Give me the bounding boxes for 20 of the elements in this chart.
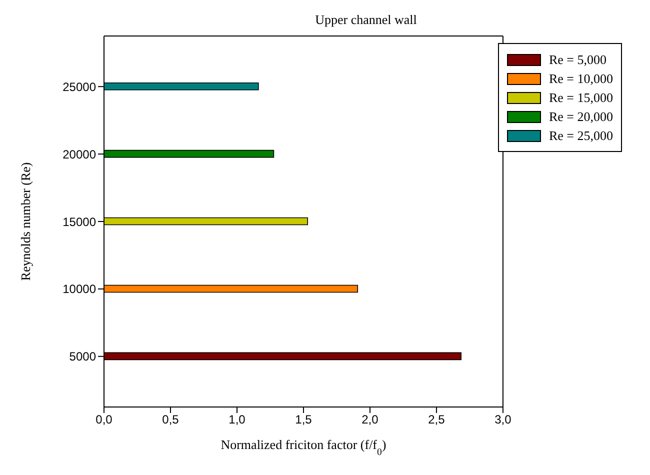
chart-title: Upper channel wall xyxy=(315,12,418,27)
legend-label: Re = 10,000 xyxy=(548,70,613,86)
legend-label: Re = 20,000 xyxy=(548,108,613,124)
x-tick-label: 2,0 xyxy=(362,412,379,427)
y-tick-label: 5000 xyxy=(69,350,96,364)
y-tick-label: 15000 xyxy=(62,214,96,229)
x-tick-label: 0,5 xyxy=(162,412,180,427)
y-tick-label: 25000 xyxy=(62,80,96,94)
y-tick-label: 10000 xyxy=(62,282,96,296)
x-tick-label: 3,0 xyxy=(494,412,512,427)
legend-label: Re = 15,000 xyxy=(548,90,613,106)
legend-label: Re = 25,000 xyxy=(548,128,613,144)
y-tick-label: 20000 xyxy=(62,147,96,162)
x-tick-label: 2,5 xyxy=(428,412,446,427)
y-axis-title: Reynolds number (Re) xyxy=(18,162,33,281)
x-tick-label: 1,5 xyxy=(295,412,312,427)
legend-label: Re = 5,000 xyxy=(548,52,606,68)
x-tick-label: 0,0 xyxy=(96,412,113,427)
x-axis-title: Normalized friciton factor (f/f$_{0}$) xyxy=(220,437,386,458)
x-tick-label: 1,0 xyxy=(228,412,246,427)
